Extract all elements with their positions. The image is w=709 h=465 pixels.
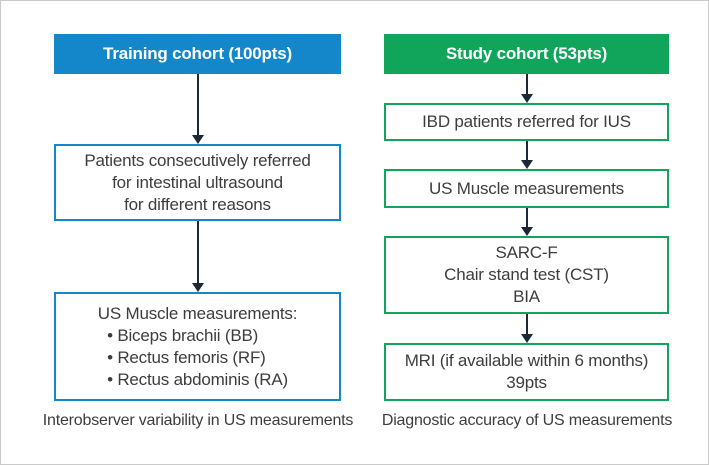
training-cohort-header: Training cohort (100pts) [54, 34, 341, 74]
study-cohort-caption: Diagnostic accuracy of US measurements [381, 412, 673, 429]
arrow-head-icon [520, 94, 533, 103]
muscle-bullet-list: Biceps brachii (BB) Rectus femoris (RF) … [107, 325, 288, 391]
arrow-head-icon [191, 283, 204, 292]
study-cohort-header: Study cohort (53pts) [384, 34, 669, 74]
referral-line: Patients consecutively referred [84, 150, 311, 170]
mri-line: 39pts [506, 373, 547, 392]
down-arrow [384, 74, 669, 103]
us-muscle-title: US Muscle measurements: [97, 303, 298, 323]
arrow-shaft [525, 208, 528, 229]
arrow-shaft [525, 74, 528, 96]
test-line: BIA [513, 287, 540, 306]
mri-line: MRI (if available within 6 months) [404, 351, 649, 370]
us-measurements-box: US Muscle measurements [384, 169, 669, 208]
arrow-shaft [525, 314, 528, 336]
bullet-item: Biceps brachii (BB) [107, 325, 288, 347]
us-muscle-measurements-box: US Muscle measurements: Biceps brachii (… [54, 292, 341, 401]
referral-line: for different reasons [124, 194, 271, 214]
ibd-patients-label: IBD patients referred for IUS [422, 112, 631, 131]
down-arrow [384, 314, 669, 343]
training-cohort-caption: Interobserver variability in US measurem… [42, 412, 354, 429]
test-line: Chair stand test (CST) [444, 265, 609, 284]
arrow-head-icon [520, 334, 533, 343]
ibd-patients-box: IBD patients referred for IUS [384, 103, 669, 141]
functional-tests-box: SARC-F Chair stand test (CST) BIA [384, 236, 669, 314]
down-arrow [384, 208, 669, 236]
bullet-item: Rectus abdominis (RA) [107, 369, 288, 391]
down-arrow [384, 141, 669, 169]
test-line: SARC-F [495, 243, 558, 262]
mri-box: MRI (if available within 6 months) 39pts [384, 343, 669, 401]
arrow-shaft [525, 141, 528, 162]
referral-line: for intestinal ultrasound [112, 172, 283, 192]
arrow-head-icon [191, 135, 204, 144]
bullet-item: Rectus femoris (RF) [107, 347, 288, 369]
us-measurements-label: US Muscle measurements [429, 178, 624, 198]
down-arrow [54, 221, 341, 292]
arrow-head-icon [520, 160, 533, 169]
arrow-head-icon [520, 227, 533, 236]
down-arrow [54, 74, 341, 144]
arrow-shaft [196, 74, 199, 137]
referral-box: Patients consecutively referred for inte… [54, 144, 341, 221]
arrow-shaft [196, 221, 199, 285]
